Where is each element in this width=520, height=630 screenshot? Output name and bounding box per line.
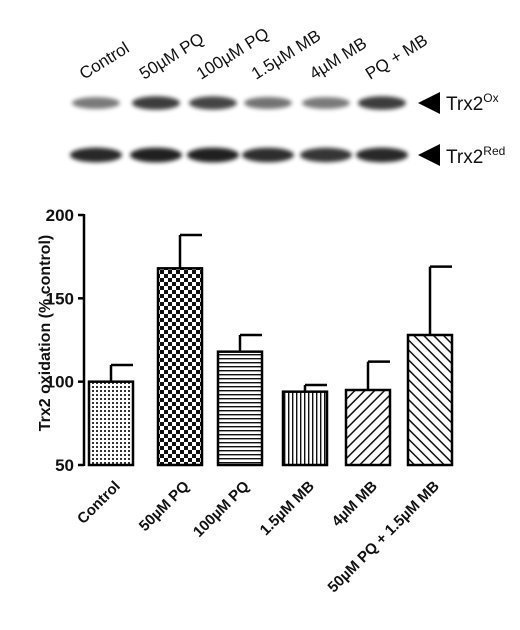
bar xyxy=(406,333,454,467)
band-red xyxy=(242,147,294,163)
blot-bands xyxy=(70,96,408,163)
y-tick-label: 50 xyxy=(55,456,74,475)
x-tick-label: 1.5µM MB xyxy=(257,478,318,539)
bar-group xyxy=(216,333,264,467)
band-ox xyxy=(189,96,237,110)
bar-group xyxy=(87,363,135,467)
band-ox xyxy=(358,96,406,110)
bars xyxy=(87,233,454,467)
arrow-left-icon xyxy=(418,144,440,166)
band-label-ox: Trx2Ox xyxy=(418,91,499,115)
x-tick-label: 50µM PQ + 1.5µM MB xyxy=(325,478,443,596)
bar-chart: Trx2 oxidation (% control) 50 100 150 200 C… xyxy=(37,206,454,596)
band-ox xyxy=(132,96,180,110)
band-red xyxy=(70,147,122,163)
band-red xyxy=(187,147,239,163)
bar xyxy=(281,390,329,467)
bar-group xyxy=(344,360,392,467)
bar-group xyxy=(281,383,329,467)
bar-group xyxy=(406,265,454,467)
x-tick-label: 4µM MB xyxy=(329,478,381,530)
band-ox xyxy=(244,97,292,109)
y-tick-label: 200 xyxy=(46,206,74,225)
bar-group xyxy=(156,233,204,467)
band-ox xyxy=(72,97,120,109)
y-axis-label: Trx2 oxidation (% control) xyxy=(37,235,54,431)
lane-label: PQ + MB xyxy=(362,30,431,83)
lane-label: 50µM PQ xyxy=(136,29,207,83)
lane-label: Control xyxy=(76,38,133,83)
arrow-left-icon xyxy=(418,92,440,114)
y-tick-label: 100 xyxy=(46,373,74,392)
band-red xyxy=(130,147,182,163)
bar xyxy=(156,267,204,467)
bar xyxy=(344,388,392,467)
band-label-red: Trx2Red xyxy=(418,144,505,168)
x-tick-label: Control xyxy=(74,478,124,528)
band-red xyxy=(300,147,352,163)
y-axis: 50 100 150 200 xyxy=(46,206,86,475)
y-tick-label: 150 xyxy=(46,289,74,308)
x-tick-label: 50µM PQ xyxy=(136,478,193,535)
x-tick-label: 100µM PQ xyxy=(190,478,253,541)
band-red xyxy=(356,147,408,163)
svg-text:Trx2Ox: Trx2Ox xyxy=(446,91,499,115)
bar xyxy=(216,350,264,467)
bar xyxy=(87,380,135,467)
svg-text:Trx2Red: Trx2Red xyxy=(446,144,505,168)
band-ox xyxy=(302,97,350,109)
